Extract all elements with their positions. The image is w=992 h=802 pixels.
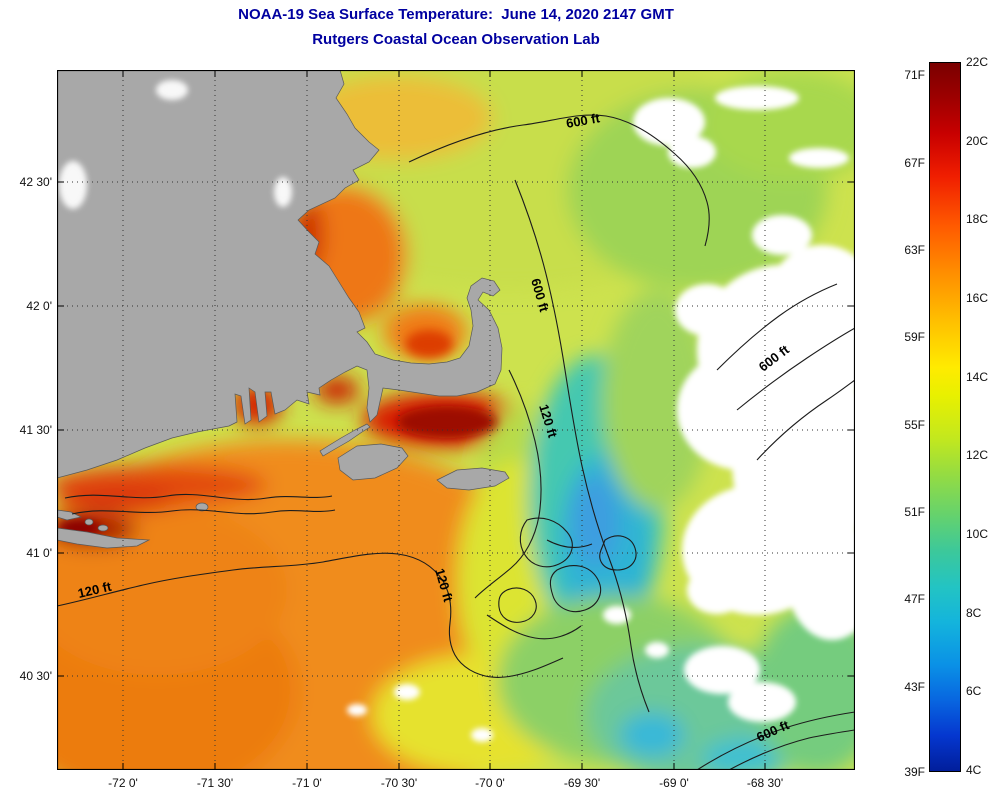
colorbar-celsius-label: 12C xyxy=(966,448,989,462)
colorbar-fahrenheit-label: 39F xyxy=(904,765,925,779)
colorbar-fahrenheit-label: 67F xyxy=(904,156,925,170)
land-layer xyxy=(57,70,510,549)
x-axis-tick-label: -69 0' xyxy=(659,776,689,790)
colorbar xyxy=(929,62,961,772)
grid-lines xyxy=(57,70,855,770)
colorbar-fahrenheit-label: 59F xyxy=(904,330,925,344)
x-axis-tick-label: -72 0' xyxy=(108,776,138,790)
colorbar-celsius-label: 10C xyxy=(966,527,989,541)
y-axis-tick-label: 41 30' xyxy=(19,423,52,437)
depth-contours xyxy=(57,114,855,770)
colorbar-celsius-label: 16C xyxy=(966,291,989,305)
cloud-layer xyxy=(347,86,855,742)
colorbar-celsius-label: 18C xyxy=(966,212,989,226)
island-marthas-vineyard xyxy=(337,443,409,481)
colorbar-celsius-label: 20C xyxy=(966,134,989,148)
map-frame xyxy=(57,70,855,770)
colorbar-fahrenheit-label: 47F xyxy=(904,592,925,606)
y-axis-tick-label: 42 0' xyxy=(26,299,52,313)
cloud-over-land xyxy=(59,80,292,209)
colorbar-celsius-label: 14C xyxy=(966,370,989,384)
x-axis-tick-label: -68 30' xyxy=(746,776,784,790)
y-axis-tick-label: 40 30' xyxy=(19,669,52,683)
colorbar-fahrenheit-label: 51F xyxy=(904,505,925,519)
x-axis-tick-label: -69 30' xyxy=(563,776,601,790)
long-island-south-fork xyxy=(57,527,151,549)
page-title: NOAA-19 Sea Surface Temperature: June 14… xyxy=(238,6,674,23)
x-axis-tick-label: -71 0' xyxy=(292,776,322,790)
mainland-newengland xyxy=(57,70,503,479)
y-axis-tick-label: 42 30' xyxy=(19,175,52,189)
y-axis-tick-label: 41 0' xyxy=(26,546,52,560)
contour-label: 600 ft xyxy=(565,110,602,131)
axis-ticks xyxy=(57,70,855,770)
islands-elizabeth xyxy=(319,423,371,457)
colorbar-fahrenheit-label: 55F xyxy=(904,418,925,432)
colorbar-fahrenheit-label: 63F xyxy=(904,243,925,257)
colorbar-celsius-label: 8C xyxy=(966,606,982,620)
colorbar-celsius-label: 4C xyxy=(966,763,982,777)
colorbar-fahrenheit-label: 71F xyxy=(904,68,925,82)
x-axis-tick-label: -70 0' xyxy=(475,776,505,790)
island-block xyxy=(195,502,209,512)
x-axis-tick-label: -71 30' xyxy=(196,776,234,790)
colorbar-fahrenheit-label: 43F xyxy=(904,680,925,694)
page-subtitle: Rutgers Coastal Ocean Observation Lab xyxy=(312,31,600,48)
sst-map: 600 ft 600 ft 120 ft 120 ft 120 ft 600 f… xyxy=(57,70,855,770)
colorbar-celsius-label: 6C xyxy=(966,684,982,698)
island-nantucket xyxy=(436,467,510,491)
colorbar-celsius-label: 22C xyxy=(966,55,989,69)
long-island-north-fork xyxy=(57,509,83,521)
x-axis-tick-label: -70 30' xyxy=(380,776,418,790)
